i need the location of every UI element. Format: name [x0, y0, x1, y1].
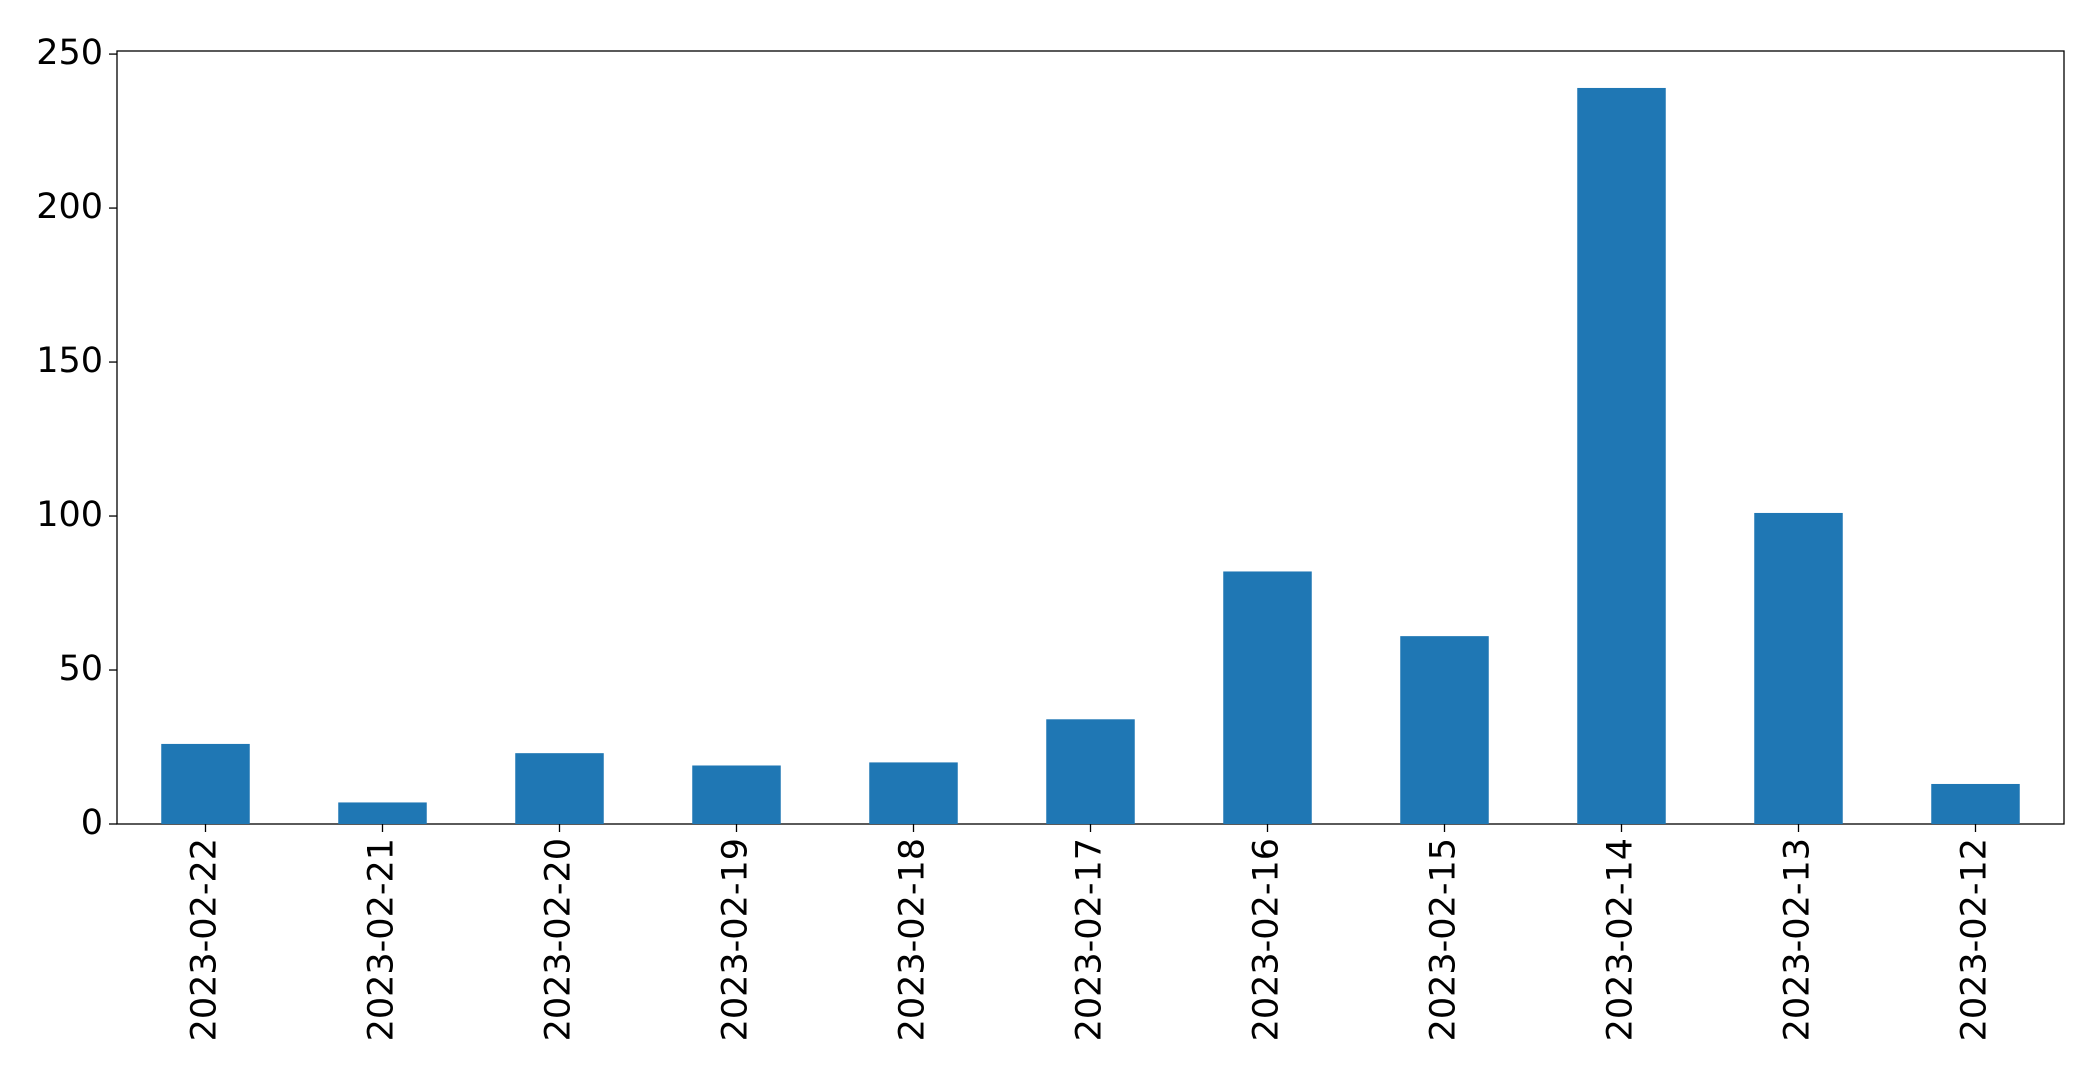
bar	[869, 762, 958, 824]
bar	[1577, 87, 1666, 824]
x-tick-label: 2023-02-20	[539, 838, 579, 1041]
bar	[1400, 636, 1489, 824]
x-tick-label: 2023-02-21	[362, 838, 402, 1041]
bar	[1931, 783, 2020, 824]
x-tick-label: 2023-02-14	[1601, 838, 1641, 1041]
bar	[338, 802, 427, 824]
bar	[1223, 571, 1312, 824]
y-tick-label: 150	[36, 341, 103, 381]
bar	[1754, 512, 1843, 824]
x-tick-label: 2023-02-17	[1070, 838, 1110, 1041]
x-tick-label: 2023-02-19	[716, 838, 756, 1041]
bar	[515, 753, 604, 824]
y-tick-label: 100	[36, 495, 103, 535]
x-tick-label: 2023-02-16	[1247, 838, 1287, 1041]
y-tick-label: 250	[36, 33, 103, 73]
x-tick-label: 2023-02-12	[1955, 838, 1995, 1041]
y-tick-label: 200	[36, 187, 103, 227]
x-tick-label: 2023-02-15	[1424, 838, 1464, 1041]
bar	[1046, 719, 1135, 824]
x-tick-label: 2023-02-18	[893, 838, 933, 1041]
y-tick-label: 0	[81, 803, 103, 843]
x-tick-label: 2023-02-13	[1778, 838, 1818, 1041]
y-tick-label: 50	[58, 649, 103, 689]
bar	[692, 765, 781, 824]
bar	[161, 743, 250, 824]
x-tick-label: 2023-02-22	[185, 838, 225, 1041]
